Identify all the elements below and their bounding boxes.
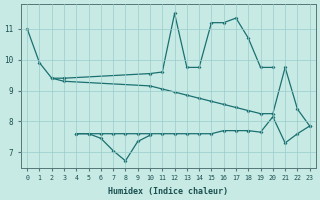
X-axis label: Humidex (Indice chaleur): Humidex (Indice chaleur) bbox=[108, 187, 228, 196]
